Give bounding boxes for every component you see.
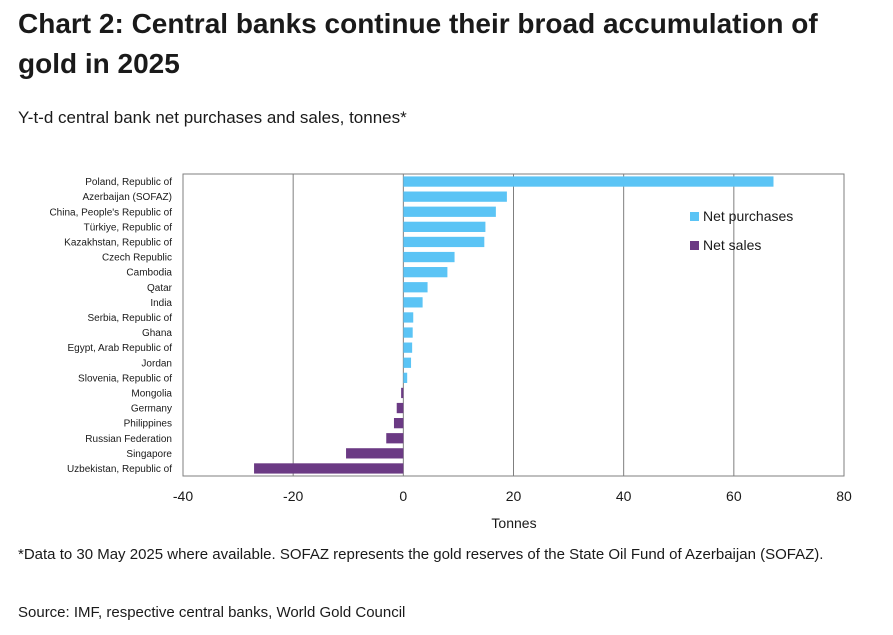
bar [403,342,413,353]
category-label: Qatar [147,283,173,294]
bar [403,357,412,368]
bar-chart: Poland, Republic of Azerbaijan (SOFAZ) Chi… [49,173,852,531]
category-label: Singapore [126,449,172,460]
category-label: Mongolia [131,388,172,399]
chart-title: Chart 2: Central banks continue their br… [18,8,818,79]
category-label: China, People's Republic of [49,207,172,218]
source-note: Source: IMF, respective central banks, W… [18,604,406,621]
bar [393,418,404,429]
category-label: Azerbaijan (SOFAZ) [83,192,172,203]
category-label: Germany [131,404,172,415]
category-label: Kazakhstan, Republic of [64,237,172,248]
x-tick-label: 20 [506,488,522,504]
x-tick-label: -20 [283,488,303,504]
bar [403,206,496,217]
bar [403,236,485,248]
bar [403,176,774,187]
category-label: Jordan [141,358,172,369]
legend: Net purchases Net sales [690,208,793,253]
category-label: Egypt, Arab Republic of [67,343,172,354]
x-tick-label: 40 [616,488,632,504]
category-label: Russian Federation [85,434,172,445]
category-label: India [150,298,172,309]
legend-label: Net purchases [703,208,793,224]
x-tick-label: 0 [399,488,407,504]
legend-label: Net sales [703,237,761,253]
footnote: *Data to 30 May 2025 where available. SO… [18,546,824,563]
x-axis-ticks: -40 -20 0 20 40 60 80 [173,488,852,504]
bar [403,297,423,308]
bar [396,402,404,414]
x-tick-label: 60 [726,488,742,504]
bar [403,312,414,323]
bars [254,176,774,474]
bar [403,327,413,338]
category-label: Türkiye, Republic of [84,222,173,233]
bar [403,221,486,232]
category-label: Philippines [124,419,172,430]
x-axis-label: Tonnes [491,515,536,531]
bar [386,433,404,444]
bar [346,448,404,459]
category-label: Czech Republic [102,253,172,264]
legend-swatch [690,241,699,250]
category-label: Poland, Republic of [85,177,172,188]
category-label: Uzbekistan, Republic of [67,464,172,475]
chart-subtitle: Y-t-d central bank net purchases and sal… [18,108,407,127]
bar [403,267,448,278]
x-tick-label: -40 [173,488,193,504]
bar [403,191,507,202]
legend-swatch [690,212,699,221]
x-tick-label: 80 [836,488,852,504]
category-label: Ghana [142,328,172,339]
bar [254,463,404,474]
category-label: Cambodia [126,268,172,279]
category-labels: Poland, Republic of Azerbaijan (SOFAZ) Chi… [49,177,172,475]
bar [403,372,408,383]
bar [403,251,455,263]
category-label: Serbia, Republic of [88,313,173,324]
category-label: Slovenia, Republic of [78,373,172,384]
bar [401,387,404,399]
bar [403,282,428,293]
